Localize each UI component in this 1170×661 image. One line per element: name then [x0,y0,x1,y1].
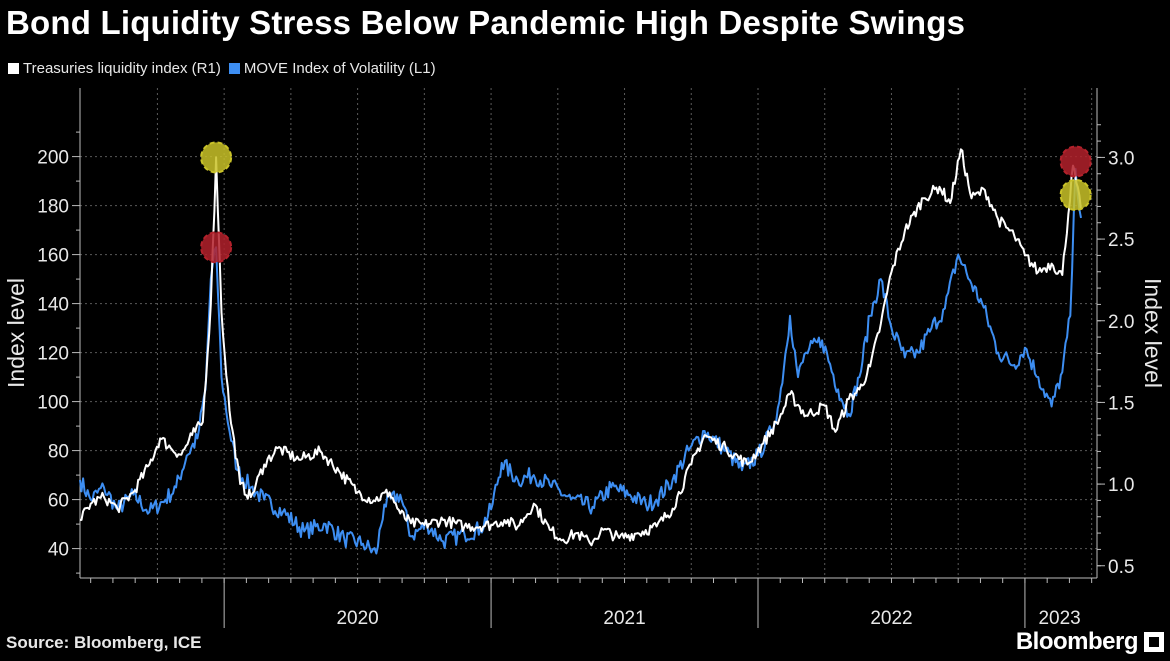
right-axis-tick-label: 1.0 [1108,475,1134,496]
legend-label-liquidity: Treasuries liquidity index (R1) [23,60,221,77]
legend-swatch-white [8,63,19,74]
right-axis-tick-label: 2.5 [1108,230,1134,251]
legend-item-move: MOVE Index of Volatility (L1) [228,60,436,77]
left-axis-tick-label: 200 [37,148,69,169]
left-axis-title: Index level [3,278,29,388]
legend-item-liquidity: Treasuries liquidity index (R1) [8,60,221,77]
series-line-move [79,167,1082,555]
x-axis-year-label: 2023 [1038,608,1080,629]
left-axis-tick-label: 180 [37,197,69,218]
annotation-circle-yellow [1059,178,1092,211]
left-axis-tick-label: 80 [48,442,69,463]
x-axis-year-label: 2021 [603,608,645,629]
left-axis-tick-label: 120 [37,344,69,365]
right-axis-tick-label: 1.5 [1108,393,1134,414]
legend-label-move: MOVE Index of Volatility (L1) [243,60,436,77]
source-note: Source: Bloomberg, ICE [6,633,202,652]
right-axis-tick-label: 0.5 [1108,557,1134,578]
bloomberg-logo-icon [1144,632,1164,652]
chart-legend: Treasuries liquidity index (R1) MOVE Ind… [8,60,444,77]
x-axis-year-label: 2022 [870,608,912,629]
annotation-circle-red [1059,145,1092,178]
right-axis-tick-label: 2.0 [1108,312,1134,333]
left-axis-tick-label: 100 [37,393,69,414]
left-axis-tick-label: 140 [37,295,69,316]
bloomberg-logo: Bloomberg [1015,628,1139,655]
legend-swatch-blue [228,63,240,74]
chart-title: Bond Liquidity Stress Below Pandemic Hig… [6,4,966,41]
left-axis-tick-label: 160 [37,246,69,267]
x-axis-year-label: 2020 [336,608,378,629]
left-axis-tick-label: 40 [48,540,69,561]
right-axis-tick-label: 3.0 [1108,148,1134,169]
right-axis-title: Index level [1140,278,1166,388]
annotation-circle-yellow [200,141,233,174]
left-axis-tick-label: 60 [48,491,69,512]
series-line-liquidity [79,148,1082,547]
annotation-circle-red [200,231,233,264]
